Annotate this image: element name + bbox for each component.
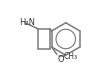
Text: H₂N: H₂N xyxy=(19,18,35,27)
Text: CH₃: CH₃ xyxy=(64,52,78,61)
Text: O: O xyxy=(57,55,64,64)
